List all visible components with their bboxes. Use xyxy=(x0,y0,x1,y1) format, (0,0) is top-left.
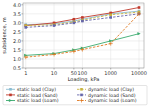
legend-handle xyxy=(6,94,15,95)
chart: 1 10 50100 1000 10000 0.5 1.0 1.5 2.0 2.5 3.0 3.5 4.… xyxy=(0,0,150,107)
legend-handle xyxy=(77,89,86,90)
series xyxy=(24,32,140,57)
y-tick-label: 3.0 xyxy=(13,20,21,26)
x-grid-line xyxy=(82,3,83,68)
y-tick-label: 3.5 xyxy=(13,11,21,17)
point xyxy=(53,24,56,27)
legend-handle xyxy=(77,94,86,95)
plot-frame xyxy=(23,3,144,68)
legend-handle xyxy=(6,89,15,90)
point xyxy=(81,20,84,23)
point xyxy=(52,52,56,56)
legend-label: dynamic load (Sand) xyxy=(88,93,136,98)
x-tick-label: 1000 xyxy=(104,70,117,76)
series-line xyxy=(26,14,139,57)
series-line xyxy=(26,34,139,56)
y-grid-line xyxy=(23,40,144,41)
y-tick-label: 2.0 xyxy=(13,38,21,44)
x-tick-label: 1 xyxy=(24,70,27,76)
legend-marker xyxy=(9,94,12,97)
legend-marker xyxy=(9,99,12,102)
legend-label: static load (Loam) xyxy=(17,98,59,103)
series-line xyxy=(26,12,139,26)
legend-label: dynamic load (Clay) xyxy=(88,87,134,92)
y-tick-label: 1.0 xyxy=(13,56,21,62)
x-tick-label: 10000 xyxy=(131,70,147,76)
point xyxy=(138,6,141,9)
point xyxy=(73,18,76,21)
y-grid-line xyxy=(23,58,144,59)
x-grid-line xyxy=(110,3,111,68)
x-axis-label: Loading, kPa xyxy=(68,76,100,83)
legend-label: static load (Clay) xyxy=(17,87,56,92)
y-tick-label: 2.5 xyxy=(13,29,21,35)
y-grid-line xyxy=(23,22,144,23)
legend-marker xyxy=(80,99,84,103)
point xyxy=(72,49,76,53)
point xyxy=(109,42,113,46)
y-axis-label: subsidence, m xyxy=(1,17,7,53)
point xyxy=(109,13,112,16)
point xyxy=(24,23,27,26)
point xyxy=(137,32,140,35)
point xyxy=(80,48,84,52)
point xyxy=(73,22,76,25)
grid xyxy=(23,3,144,68)
point xyxy=(24,26,27,29)
series-line xyxy=(26,8,139,26)
y-tick-label: 1.5 xyxy=(13,47,21,53)
legend-marker xyxy=(9,88,12,91)
x-grid-line xyxy=(54,3,55,68)
point xyxy=(81,19,84,22)
series xyxy=(24,12,141,59)
legend-marker xyxy=(80,88,83,91)
series xyxy=(24,10,140,26)
series-line xyxy=(26,11,139,25)
x-tick-label: 50 xyxy=(71,70,77,76)
y-grid-line xyxy=(23,31,144,32)
x-grid-line xyxy=(73,3,74,68)
y-grid-line xyxy=(23,4,144,5)
point xyxy=(81,16,84,19)
point xyxy=(24,55,28,59)
point xyxy=(137,12,141,16)
x-tick-label: 10 xyxy=(51,70,57,76)
y-tick-label: 4.0 xyxy=(13,2,21,8)
series-line xyxy=(26,14,139,28)
series xyxy=(24,11,140,27)
series xyxy=(24,13,140,29)
x-tick-label: 100 xyxy=(78,70,88,76)
y-tick-label: 0.5 xyxy=(13,65,21,71)
point xyxy=(109,16,112,19)
point xyxy=(53,23,56,26)
legend-label: dynamic load (Loam) xyxy=(88,98,137,103)
legend: static load (Clay)static load (Sand)stat… xyxy=(3,86,147,105)
series-group xyxy=(24,6,141,59)
legend-marker xyxy=(80,94,83,97)
legend-label: static load (Sand) xyxy=(17,93,58,98)
point xyxy=(109,13,112,16)
legend-frame xyxy=(3,86,147,105)
point xyxy=(73,21,76,24)
series xyxy=(24,6,140,27)
